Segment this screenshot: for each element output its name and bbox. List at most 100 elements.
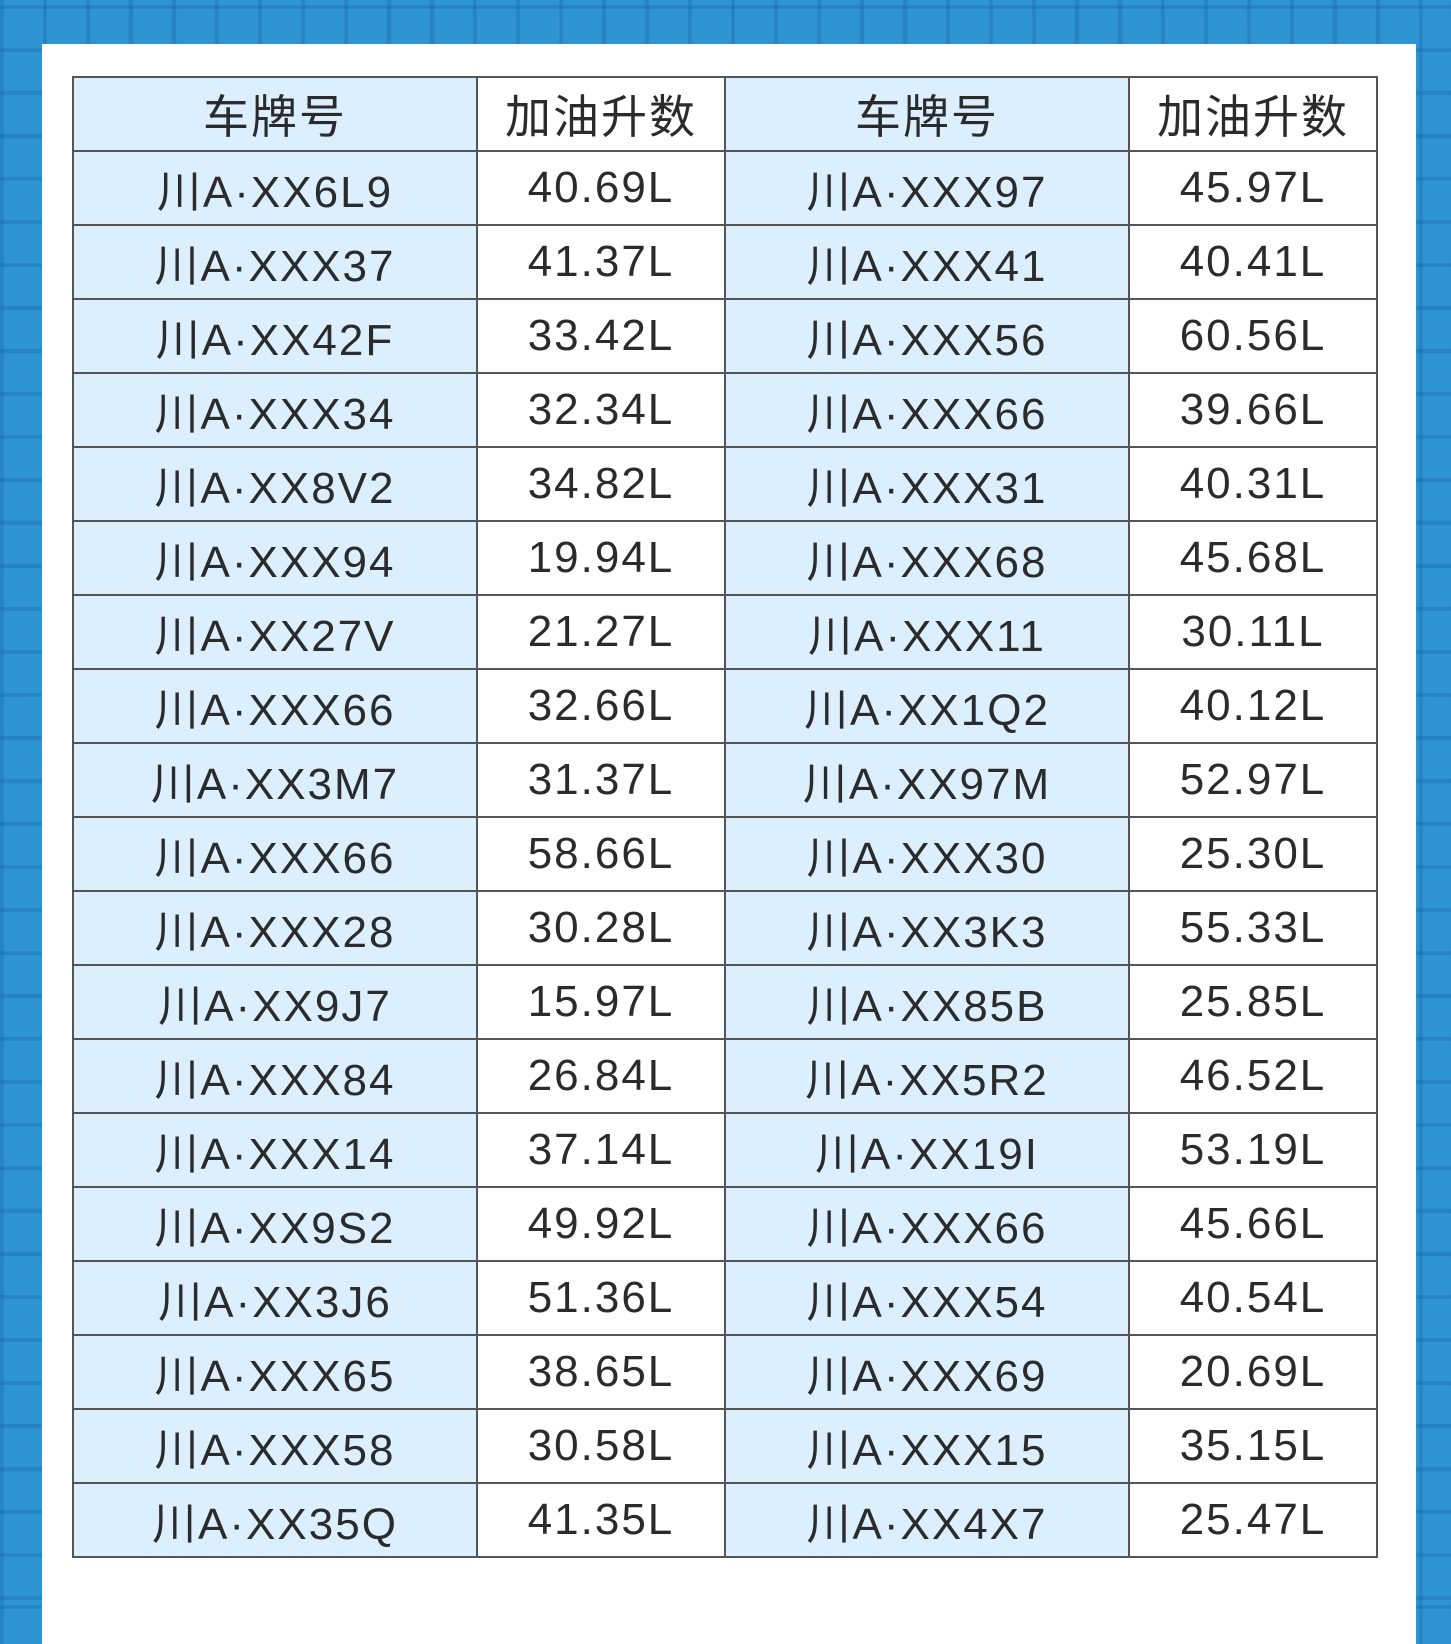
table-row: 川A·XX9J7 15.97L 川A·XX85B 25.85L (72, 964, 1378, 1040)
plate-cell: 川A·XX3M7 (72, 742, 478, 818)
plate-cell: 川A·XXX54 (724, 1260, 1130, 1336)
plate-cell: 川A·XX9J7 (72, 964, 478, 1040)
table-row: 川A·XXX28 30.28L 川A·XX3K3 55.33L (72, 890, 1378, 966)
plate-cell: 川A·XX9S2 (72, 1186, 478, 1262)
litres-cell: 41.37L (476, 224, 726, 300)
plate-cell: 川A·XXX28 (72, 890, 478, 966)
plate-cell: 川A·XX5R2 (724, 1038, 1130, 1114)
plate-cell: 川A·XX3K3 (724, 890, 1130, 966)
plate-cell: 川A·XX85B (724, 964, 1130, 1040)
litres-cell: 32.34L (476, 372, 726, 448)
plate-cell: 川A·XXX69 (724, 1334, 1130, 1410)
plate-cell: 川A·XX6L9 (72, 150, 478, 226)
table-row: 川A·XXX58 30.58L 川A·XXX15 35.15L (72, 1408, 1378, 1484)
litres-cell: 21.27L (476, 594, 726, 670)
litres-cell: 30.11L (1128, 594, 1378, 670)
litres-cell: 45.66L (1128, 1186, 1378, 1262)
litres-cell: 45.68L (1128, 520, 1378, 596)
plate-cell: 川A·XX4X7 (724, 1482, 1130, 1558)
litres-cell: 46.52L (1128, 1038, 1378, 1114)
plate-cell: 川A·XXX11 (724, 594, 1130, 670)
litres-cell: 32.66L (476, 668, 726, 744)
table-row: 川A·XXX94 19.94L 川A·XXX68 45.68L (72, 520, 1378, 596)
plate-cell: 川A·XX3J6 (72, 1260, 478, 1336)
plate-cell: 川A·XXX58 (72, 1408, 478, 1484)
litres-cell: 30.28L (476, 890, 726, 966)
plate-cell: 川A·XXX65 (72, 1334, 478, 1410)
header-litres: 加油升数 (476, 76, 726, 152)
header-litres: 加油升数 (1128, 76, 1378, 152)
plate-cell: 川A·XX42F (72, 298, 478, 374)
litres-cell: 25.85L (1128, 964, 1378, 1040)
litres-cell: 40.41L (1128, 224, 1378, 300)
table-row: 川A·XXX34 32.34L 川A·XXX66 39.66L (72, 372, 1378, 448)
table-row: 川A·XX8V2 34.82L 川A·XXX31 40.31L (72, 446, 1378, 522)
header-plate: 车牌号 (72, 76, 478, 152)
plate-cell: 川A·XXX66 (724, 1186, 1130, 1262)
litres-cell: 19.94L (476, 520, 726, 596)
litres-cell: 30.58L (476, 1408, 726, 1484)
litres-cell: 40.69L (476, 150, 726, 226)
plate-cell: 川A·XXX31 (724, 446, 1130, 522)
litres-cell: 40.12L (1128, 668, 1378, 744)
header-plate: 车牌号 (724, 76, 1130, 152)
litres-cell: 37.14L (476, 1112, 726, 1188)
header-row: 车牌号 加油升数 车牌号 加油升数 (72, 76, 1378, 152)
table-row: 川A·XXX84 26.84L 川A·XX5R2 46.52L (72, 1038, 1378, 1114)
litres-cell: 26.84L (476, 1038, 726, 1114)
plate-cell: 川A·XX19I (724, 1112, 1130, 1188)
plate-cell: 川A·XXX97 (724, 150, 1130, 226)
litres-cell: 52.97L (1128, 742, 1378, 818)
plate-cell: 川A·XXX14 (72, 1112, 478, 1188)
plate-cell: 川A·XXX84 (72, 1038, 478, 1114)
plate-cell: 川A·XX1Q2 (724, 668, 1130, 744)
table-row: 川A·XXX14 37.14L 川A·XX19I 53.19L (72, 1112, 1378, 1188)
table-card: 车牌号 加油升数 车牌号 加油升数 川A·XX6L9 40.69L 川A·XXX97… (42, 44, 1416, 1644)
table-row: 川A·XX42F 33.42L 川A·XXX56 60.56L (72, 298, 1378, 374)
litres-cell: 40.54L (1128, 1260, 1378, 1336)
plate-cell: 川A·XXX66 (72, 668, 478, 744)
litres-cell: 51.36L (476, 1260, 726, 1336)
table-row: 川A·XX9S2 49.92L 川A·XXX66 45.66L (72, 1186, 1378, 1262)
litres-cell: 34.82L (476, 446, 726, 522)
plate-cell: 川A·XXX66 (724, 372, 1130, 448)
table-row: 川A·XX27V 21.27L 川A·XXX11 30.11L (72, 594, 1378, 670)
litres-cell: 41.35L (476, 1482, 726, 1558)
plate-cell: 川A·XXX15 (724, 1408, 1130, 1484)
plate-cell: 川A·XX97M (724, 742, 1130, 818)
litres-cell: 35.15L (1128, 1408, 1378, 1484)
plate-cell: 川A·XXX37 (72, 224, 478, 300)
table-row: 川A·XXX37 41.37L 川A·XXX41 40.41L (72, 224, 1378, 300)
litres-cell: 25.30L (1128, 816, 1378, 892)
litres-cell: 38.65L (476, 1334, 726, 1410)
plate-cell: 川A·XXX66 (72, 816, 478, 892)
plate-cell: 川A·XXX94 (72, 520, 478, 596)
table-row: 川A·XX3M7 31.37L 川A·XX97M 52.97L (72, 742, 1378, 818)
table-row: 川A·XX3J6 51.36L 川A·XXX54 40.54L (72, 1260, 1378, 1336)
litres-cell: 20.69L (1128, 1334, 1378, 1410)
litres-cell: 45.97L (1128, 150, 1378, 226)
litres-cell: 31.37L (476, 742, 726, 818)
table-row: 川A·XXX65 38.65L 川A·XXX69 20.69L (72, 1334, 1378, 1410)
litres-cell: 60.56L (1128, 298, 1378, 374)
litres-cell: 58.66L (476, 816, 726, 892)
plate-cell: 川A·XX8V2 (72, 446, 478, 522)
plate-cell: 川A·XXX34 (72, 372, 478, 448)
litres-cell: 33.42L (476, 298, 726, 374)
plate-cell: 川A·XXX41 (724, 224, 1130, 300)
plate-cell: 川A·XX27V (72, 594, 478, 670)
table-row: 川A·XXX66 58.66L 川A·XXX30 25.30L (72, 816, 1378, 892)
fuel-table: 车牌号 加油升数 车牌号 加油升数 川A·XX6L9 40.69L 川A·XXX97… (72, 76, 1378, 1558)
litres-cell: 40.31L (1128, 446, 1378, 522)
litres-cell: 49.92L (476, 1186, 726, 1262)
litres-cell: 15.97L (476, 964, 726, 1040)
litres-cell: 55.33L (1128, 890, 1378, 966)
litres-cell: 39.66L (1128, 372, 1378, 448)
table-row: 川A·XXX66 32.66L 川A·XX1Q2 40.12L (72, 668, 1378, 744)
plate-cell: 川A·XXX68 (724, 520, 1130, 596)
litres-cell: 53.19L (1128, 1112, 1378, 1188)
plate-cell: 川A·XXX30 (724, 816, 1130, 892)
litres-cell: 25.47L (1128, 1482, 1378, 1558)
table-row: 川A·XX6L9 40.69L 川A·XXX97 45.97L (72, 150, 1378, 226)
plate-cell: 川A·XX35Q (72, 1482, 478, 1558)
